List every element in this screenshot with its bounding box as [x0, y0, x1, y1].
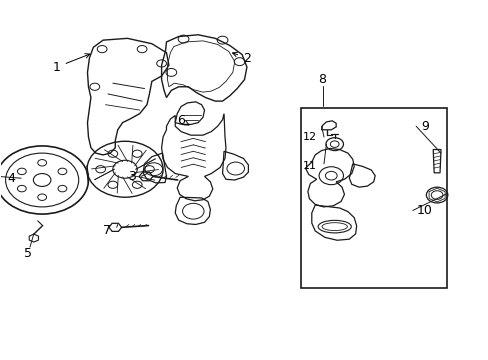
Text: 2: 2: [232, 51, 250, 64]
Text: 7: 7: [103, 224, 111, 237]
Text: 5: 5: [23, 247, 31, 260]
Text: 9: 9: [420, 120, 428, 133]
Text: 12: 12: [303, 132, 317, 142]
Text: 10: 10: [416, 204, 432, 217]
Text: 3: 3: [128, 170, 136, 183]
Text: 4: 4: [7, 172, 15, 185]
Text: 11: 11: [303, 161, 317, 171]
Bar: [300, 108, 446, 288]
Text: 1: 1: [53, 54, 90, 73]
Text: 8: 8: [318, 73, 326, 86]
Text: 6: 6: [177, 114, 188, 127]
